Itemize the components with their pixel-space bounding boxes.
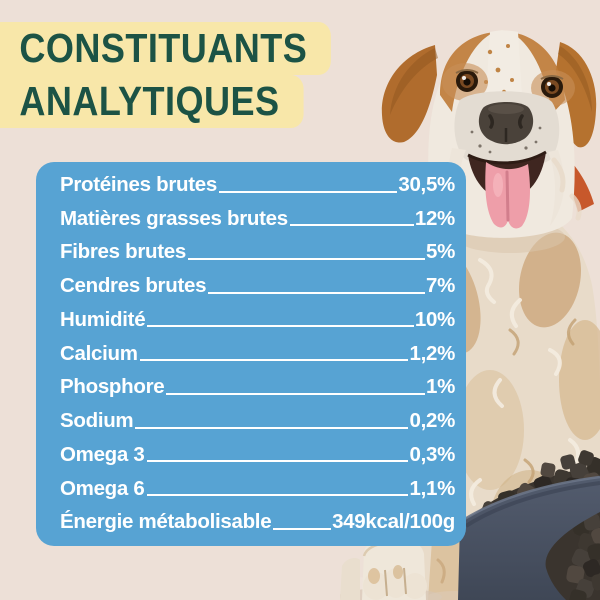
kibble bbox=[464, 450, 600, 600]
title-line-1: CONSTITUANTS bbox=[0, 22, 332, 75]
nutrient-row: Matières grasses brutes 12% bbox=[60, 208, 455, 230]
nutrient-row: Sodium 0,2% bbox=[60, 410, 455, 432]
dog-tongue bbox=[485, 162, 530, 229]
leader-line bbox=[218, 190, 398, 193]
title-line-2: ANALYTIQUES bbox=[0, 75, 304, 128]
nutrient-label: Fibres brutes bbox=[60, 240, 186, 264]
nutrient-value: 1% bbox=[425, 375, 455, 399]
leader-line bbox=[139, 359, 409, 362]
dog-nose bbox=[478, 102, 534, 145]
nutrient-label: Énergie métabolisable bbox=[60, 510, 272, 534]
nutrient-label: Omega 6 bbox=[60, 476, 145, 500]
leader-line bbox=[208, 291, 425, 294]
nutrient-row: Énergie métabolisable 349kcal/100g bbox=[60, 511, 455, 533]
nutrient-label: Phosphore bbox=[60, 375, 165, 399]
nutrient-value: 12% bbox=[414, 206, 455, 230]
nutrient-label: Omega 3 bbox=[60, 442, 145, 466]
leader-line bbox=[273, 527, 332, 530]
nutrient-label: Humidité bbox=[60, 307, 146, 331]
nutrient-value: 349kcal/100g bbox=[332, 510, 455, 534]
nutrient-row: Omega 3 0,3% bbox=[60, 444, 455, 466]
dog-front-paw bbox=[362, 538, 427, 600]
dog-eyes bbox=[455, 69, 564, 98]
nutrient-row: Omega 6 1,1% bbox=[60, 478, 455, 500]
nutrient-value: 0,3% bbox=[409, 442, 455, 466]
nutrient-value: 0,2% bbox=[409, 409, 455, 433]
nutrient-label: Cendres brutes bbox=[60, 274, 207, 298]
leader-line bbox=[187, 257, 425, 260]
nutrient-label: Sodium bbox=[60, 409, 134, 433]
nutrient-value: 5% bbox=[425, 240, 455, 264]
nutrient-value: 1,2% bbox=[409, 341, 455, 365]
nutrient-row: Protéines brutes 30,5% bbox=[60, 174, 455, 196]
nutrient-label: Protéines brutes bbox=[60, 173, 217, 196]
page-title: CONSTITUANTS ANALYTIQUES bbox=[0, 22, 376, 128]
nutrient-row: Calcium 1,2% bbox=[60, 343, 455, 365]
nutrient-label: Calcium bbox=[60, 341, 138, 365]
nutrient-value: 30,5% bbox=[398, 173, 455, 196]
leader-line bbox=[146, 494, 409, 497]
dog-ear-right bbox=[556, 42, 597, 148]
nutrient-label: Matières grasses brutes bbox=[60, 206, 288, 230]
floor bbox=[340, 570, 600, 600]
leader-line bbox=[146, 460, 409, 463]
nutrient-row: Cendres brutes 7% bbox=[60, 275, 455, 297]
nutrient-value: 1,1% bbox=[409, 476, 455, 500]
dog-ear-left bbox=[381, 45, 437, 143]
dog-mouth bbox=[468, 152, 546, 200]
kibble-bowl bbox=[458, 450, 600, 600]
nutrient-value: 10% bbox=[414, 307, 455, 331]
leader-line bbox=[289, 224, 414, 227]
leader-line bbox=[147, 325, 414, 328]
nutrient-row: Humidité 10% bbox=[60, 309, 455, 331]
dog-collar bbox=[546, 148, 594, 212]
leader-line bbox=[166, 392, 425, 395]
nutrient-row: Fibres brutes 5% bbox=[60, 241, 455, 263]
leader-line bbox=[135, 426, 409, 429]
dog-second-paw bbox=[340, 558, 360, 600]
nutrient-row: Phosphore 1% bbox=[60, 376, 455, 398]
nutrient-value: 7% bbox=[425, 274, 455, 298]
analytical-constituents-panel: Protéines brutes 30,5% Matières grasses … bbox=[36, 162, 466, 546]
bowl-wall bbox=[458, 475, 600, 600]
